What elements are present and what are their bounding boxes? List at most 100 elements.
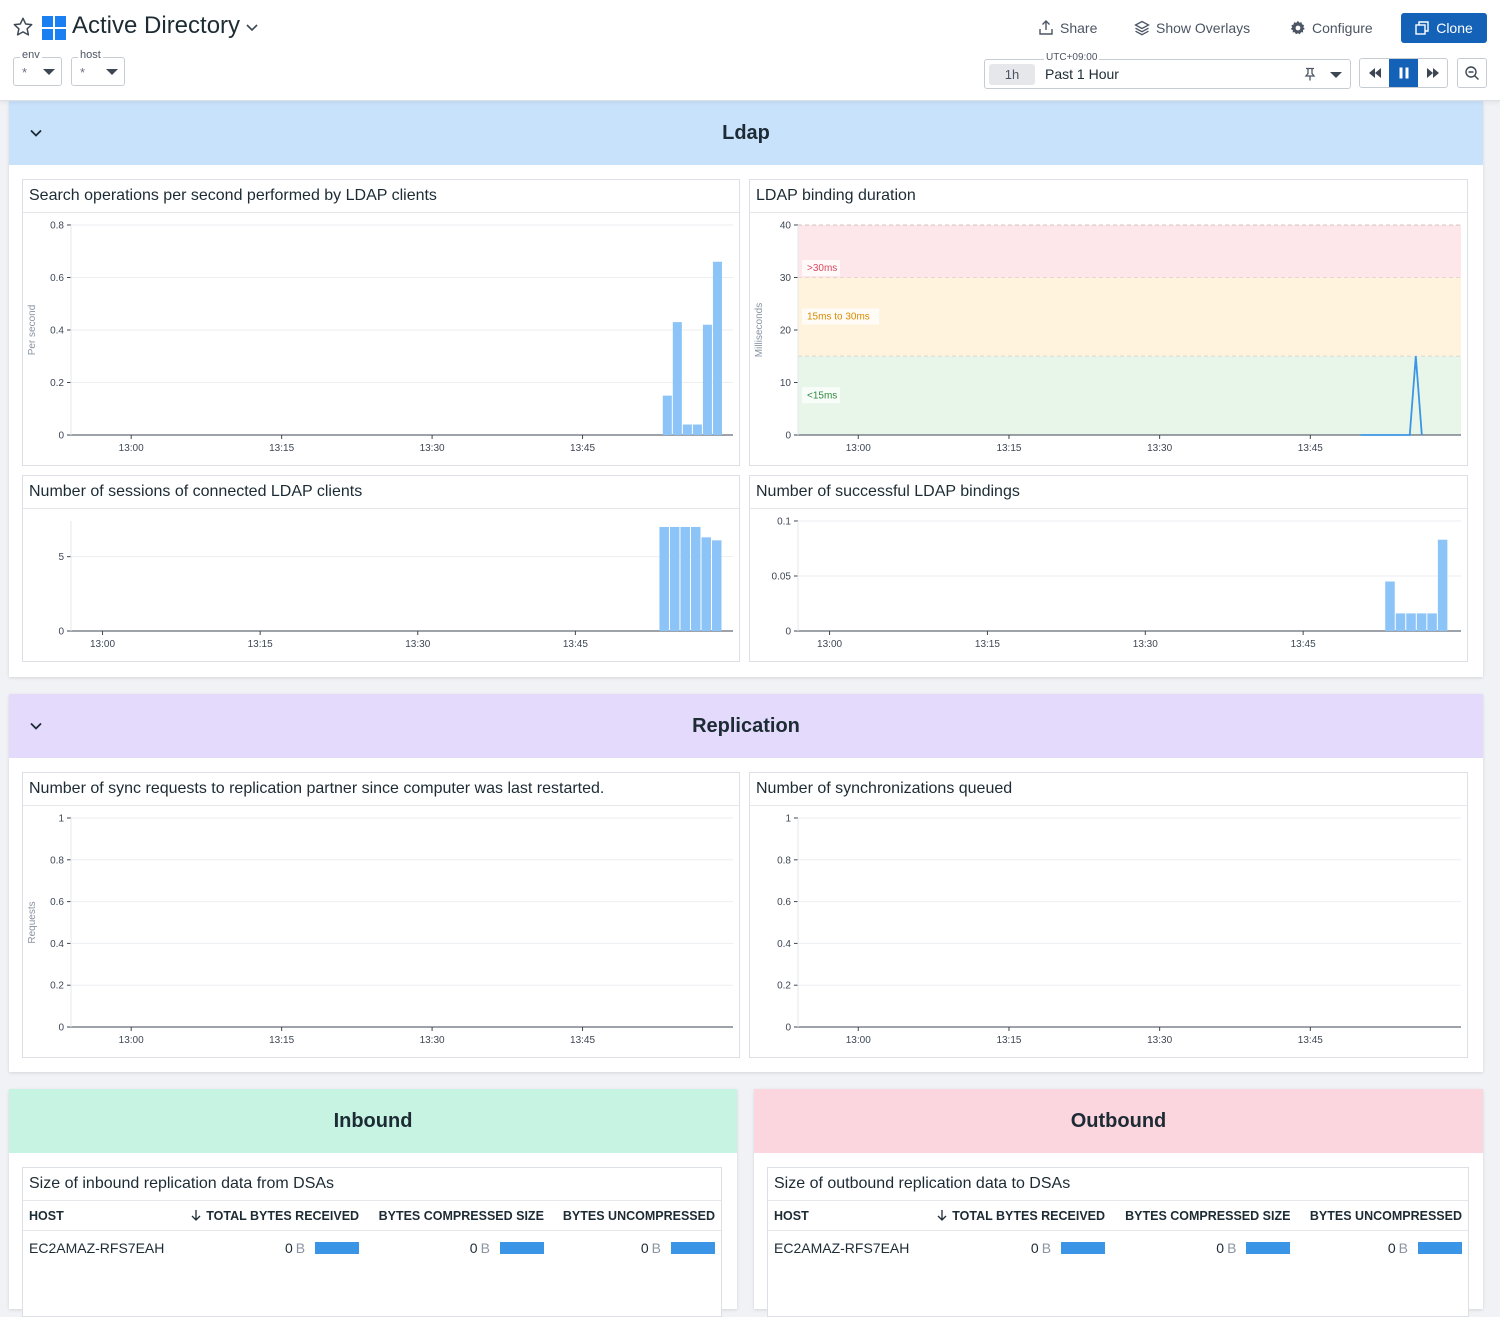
x-tick-label: 13:15 (269, 1035, 294, 1046)
replication-group-header[interactable]: Replication (9, 694, 1483, 758)
data-bar (1416, 613, 1427, 631)
value-bar (1246, 1242, 1291, 1254)
data-bar (692, 424, 702, 435)
time-range-label: Past 1 Hour (1045, 66, 1119, 82)
column-header-label: TOTAL BYTES RECEIVED (206, 1209, 360, 1223)
clone-button[interactable]: Clone (1401, 13, 1487, 43)
value-bar (315, 1242, 360, 1254)
x-tick-label: 13:30 (1133, 639, 1158, 650)
data-bar (669, 526, 680, 631)
column-header-uncompressed[interactable]: BYTES UNCOMPRESSED (549, 1202, 721, 1231)
cell-unit: B (651, 1240, 661, 1256)
env-variable-select[interactable]: env * (13, 49, 62, 86)
share-icon (1039, 20, 1053, 35)
widget-title: Size of outbound replication data to DSA… (768, 1168, 1468, 1201)
sync-requests-widget[interactable]: Number of sync requests to replication p… (22, 772, 740, 1058)
share-label: Share (1060, 20, 1098, 36)
pause-icon (1399, 67, 1408, 79)
dashboard-title[interactable]: Active Directory (72, 12, 241, 39)
pause-button[interactable] (1389, 59, 1418, 87)
y-tick-label: 20 (780, 326, 792, 337)
y-tick-label: 0.8 (50, 855, 64, 866)
x-tick-label: 13:45 (570, 1035, 595, 1046)
rewind-button[interactable] (1360, 59, 1389, 87)
x-tick-label: 13:15 (996, 1035, 1021, 1046)
column-header-compressed[interactable]: BYTES COMPRESSED SIZE (365, 1202, 550, 1231)
bindings-widget[interactable]: Number of successful LDAP bindings 0 0.05… (749, 475, 1468, 662)
sync-queued-chart[interactable]: 0 0.2 0.4 0.6 0.8 1 13:00 13:15 13:30 13:45 (750, 806, 1467, 1057)
outbound-table-widget[interactable]: Size of outbound replication data to DSA… (767, 1167, 1469, 1317)
value-bar (1418, 1242, 1462, 1254)
y-tick-label: 0.05 (772, 572, 792, 583)
inbound-group-header[interactable]: Inbound (9, 1089, 737, 1153)
y-tick-label: 0.6 (50, 897, 64, 908)
y-tick-label: 0 (58, 431, 64, 442)
clone-label: Clone (1436, 20, 1473, 36)
favorite-star-icon[interactable] (12, 16, 34, 38)
time-range-selector[interactable]: 1h Past 1 Hour (984, 59, 1351, 89)
show-overlays-button[interactable]: Show Overlays (1134, 14, 1250, 42)
configure-button[interactable]: Configure (1290, 14, 1373, 42)
pin-icon[interactable] (1303, 67, 1317, 81)
zoom-out-icon (1465, 66, 1479, 80)
search-ops-widget[interactable]: Search operations per second performed b… (22, 179, 740, 466)
search-ops-chart[interactable]: 0 0.2 0.4 0.6 0.8 13:00 13:15 13:30 13:45 Per sec… (23, 213, 739, 465)
column-header-total-bytes[interactable]: TOTAL BYTES RECEIVED (922, 1202, 1112, 1231)
windows-logo-icon (42, 16, 66, 40)
data-bar (702, 324, 712, 435)
chevron-down-icon[interactable] (245, 20, 259, 34)
gear-icon (1290, 20, 1305, 35)
x-tick-label: 13:30 (1147, 1035, 1172, 1046)
ldap-group-header[interactable]: Ldap (9, 101, 1483, 165)
layers-icon (1134, 20, 1150, 36)
inbound-table-widget[interactable]: Size of inbound replication data from DS… (22, 1167, 722, 1317)
x-tick-label: 13:15 (996, 443, 1021, 454)
y-tick-label: 40 (780, 221, 792, 232)
inbound-group: Inbound Size of inbound replication data… (9, 1089, 737, 1317)
column-header-total-bytes[interactable]: TOTAL BYTES RECEIVED (176, 1202, 366, 1231)
band-label-bg (802, 260, 840, 276)
data-bar (662, 395, 672, 435)
column-header-host[interactable]: HOST (23, 1202, 177, 1231)
table-header-row: HOST TOTAL BYTES RECEIVED BYTES COMPRESS… (768, 1202, 1468, 1231)
replication-group: Replication Number of sync requests to r… (9, 694, 1483, 1072)
y-tick-label: 0.2 (50, 981, 64, 992)
column-header-host[interactable]: HOST (768, 1202, 923, 1231)
host-cell: EC2AMAZ-RFS7EAH (774, 1240, 910, 1256)
sort-down-arrow-icon (191, 1210, 201, 1221)
collapse-chevron-icon[interactable] (29, 126, 43, 140)
y-tick-label: 0 (785, 1023, 791, 1034)
sessions-widget[interactable]: Number of sessions of connected LDAP cli… (22, 475, 740, 662)
fast-forward-button[interactable] (1418, 59, 1447, 87)
bind-duration-chart[interactable]: 0 10 20 30 40 >30ms 15ms to 30ms <15ms 13:00 13:1… (750, 213, 1467, 465)
playback-controls (1359, 58, 1448, 88)
sync-requests-chart[interactable]: 0 0.2 0.4 0.6 0.8 1 13:00 13:15 13:30 13:45 Reques… (23, 806, 739, 1057)
x-tick-label: 13:00 (90, 639, 115, 650)
y-tick-label: 5 (58, 552, 64, 563)
bindings-chart[interactable]: 0 0.05 0.1 13:00 13:15 13:30 13:45 (750, 509, 1467, 661)
band-label-bg (802, 387, 840, 404)
threshold-band (798, 356, 1461, 435)
data-bar (659, 526, 669, 631)
data-bar (1385, 581, 1395, 631)
zoom-out-button[interactable] (1457, 58, 1487, 88)
share-button[interactable]: Share (1038, 14, 1097, 42)
cell-value: 0 (284, 1240, 293, 1256)
column-header-uncompressed[interactable]: BYTES UNCOMPRESSED (1296, 1202, 1468, 1231)
y-tick-label: 0.1 (777, 517, 791, 528)
collapse-chevron-icon[interactable] (29, 719, 43, 733)
sync-queued-widget[interactable]: Number of synchronizations queued 0 0.2 0.… (749, 772, 1468, 1058)
bind-duration-widget[interactable]: LDAP binding duration 0 10 20 30 40 >30ms 15ms… (749, 179, 1468, 466)
threshold-band (798, 277, 1461, 357)
outbound-group-header[interactable]: Outbound (754, 1089, 1483, 1153)
sessions-chart[interactable]: 0 5 13:00 13:15 13:30 13:45 (23, 509, 739, 661)
x-tick-label: 13:15 (975, 639, 1000, 650)
y-tick-label: 0 (58, 1023, 64, 1034)
column-header-compressed[interactable]: BYTES COMPRESSED SIZE (1111, 1202, 1297, 1231)
y-tick-label: 1 (58, 814, 64, 825)
host-variable-select[interactable]: host * (71, 49, 125, 86)
caret-down-icon[interactable] (1330, 72, 1342, 78)
